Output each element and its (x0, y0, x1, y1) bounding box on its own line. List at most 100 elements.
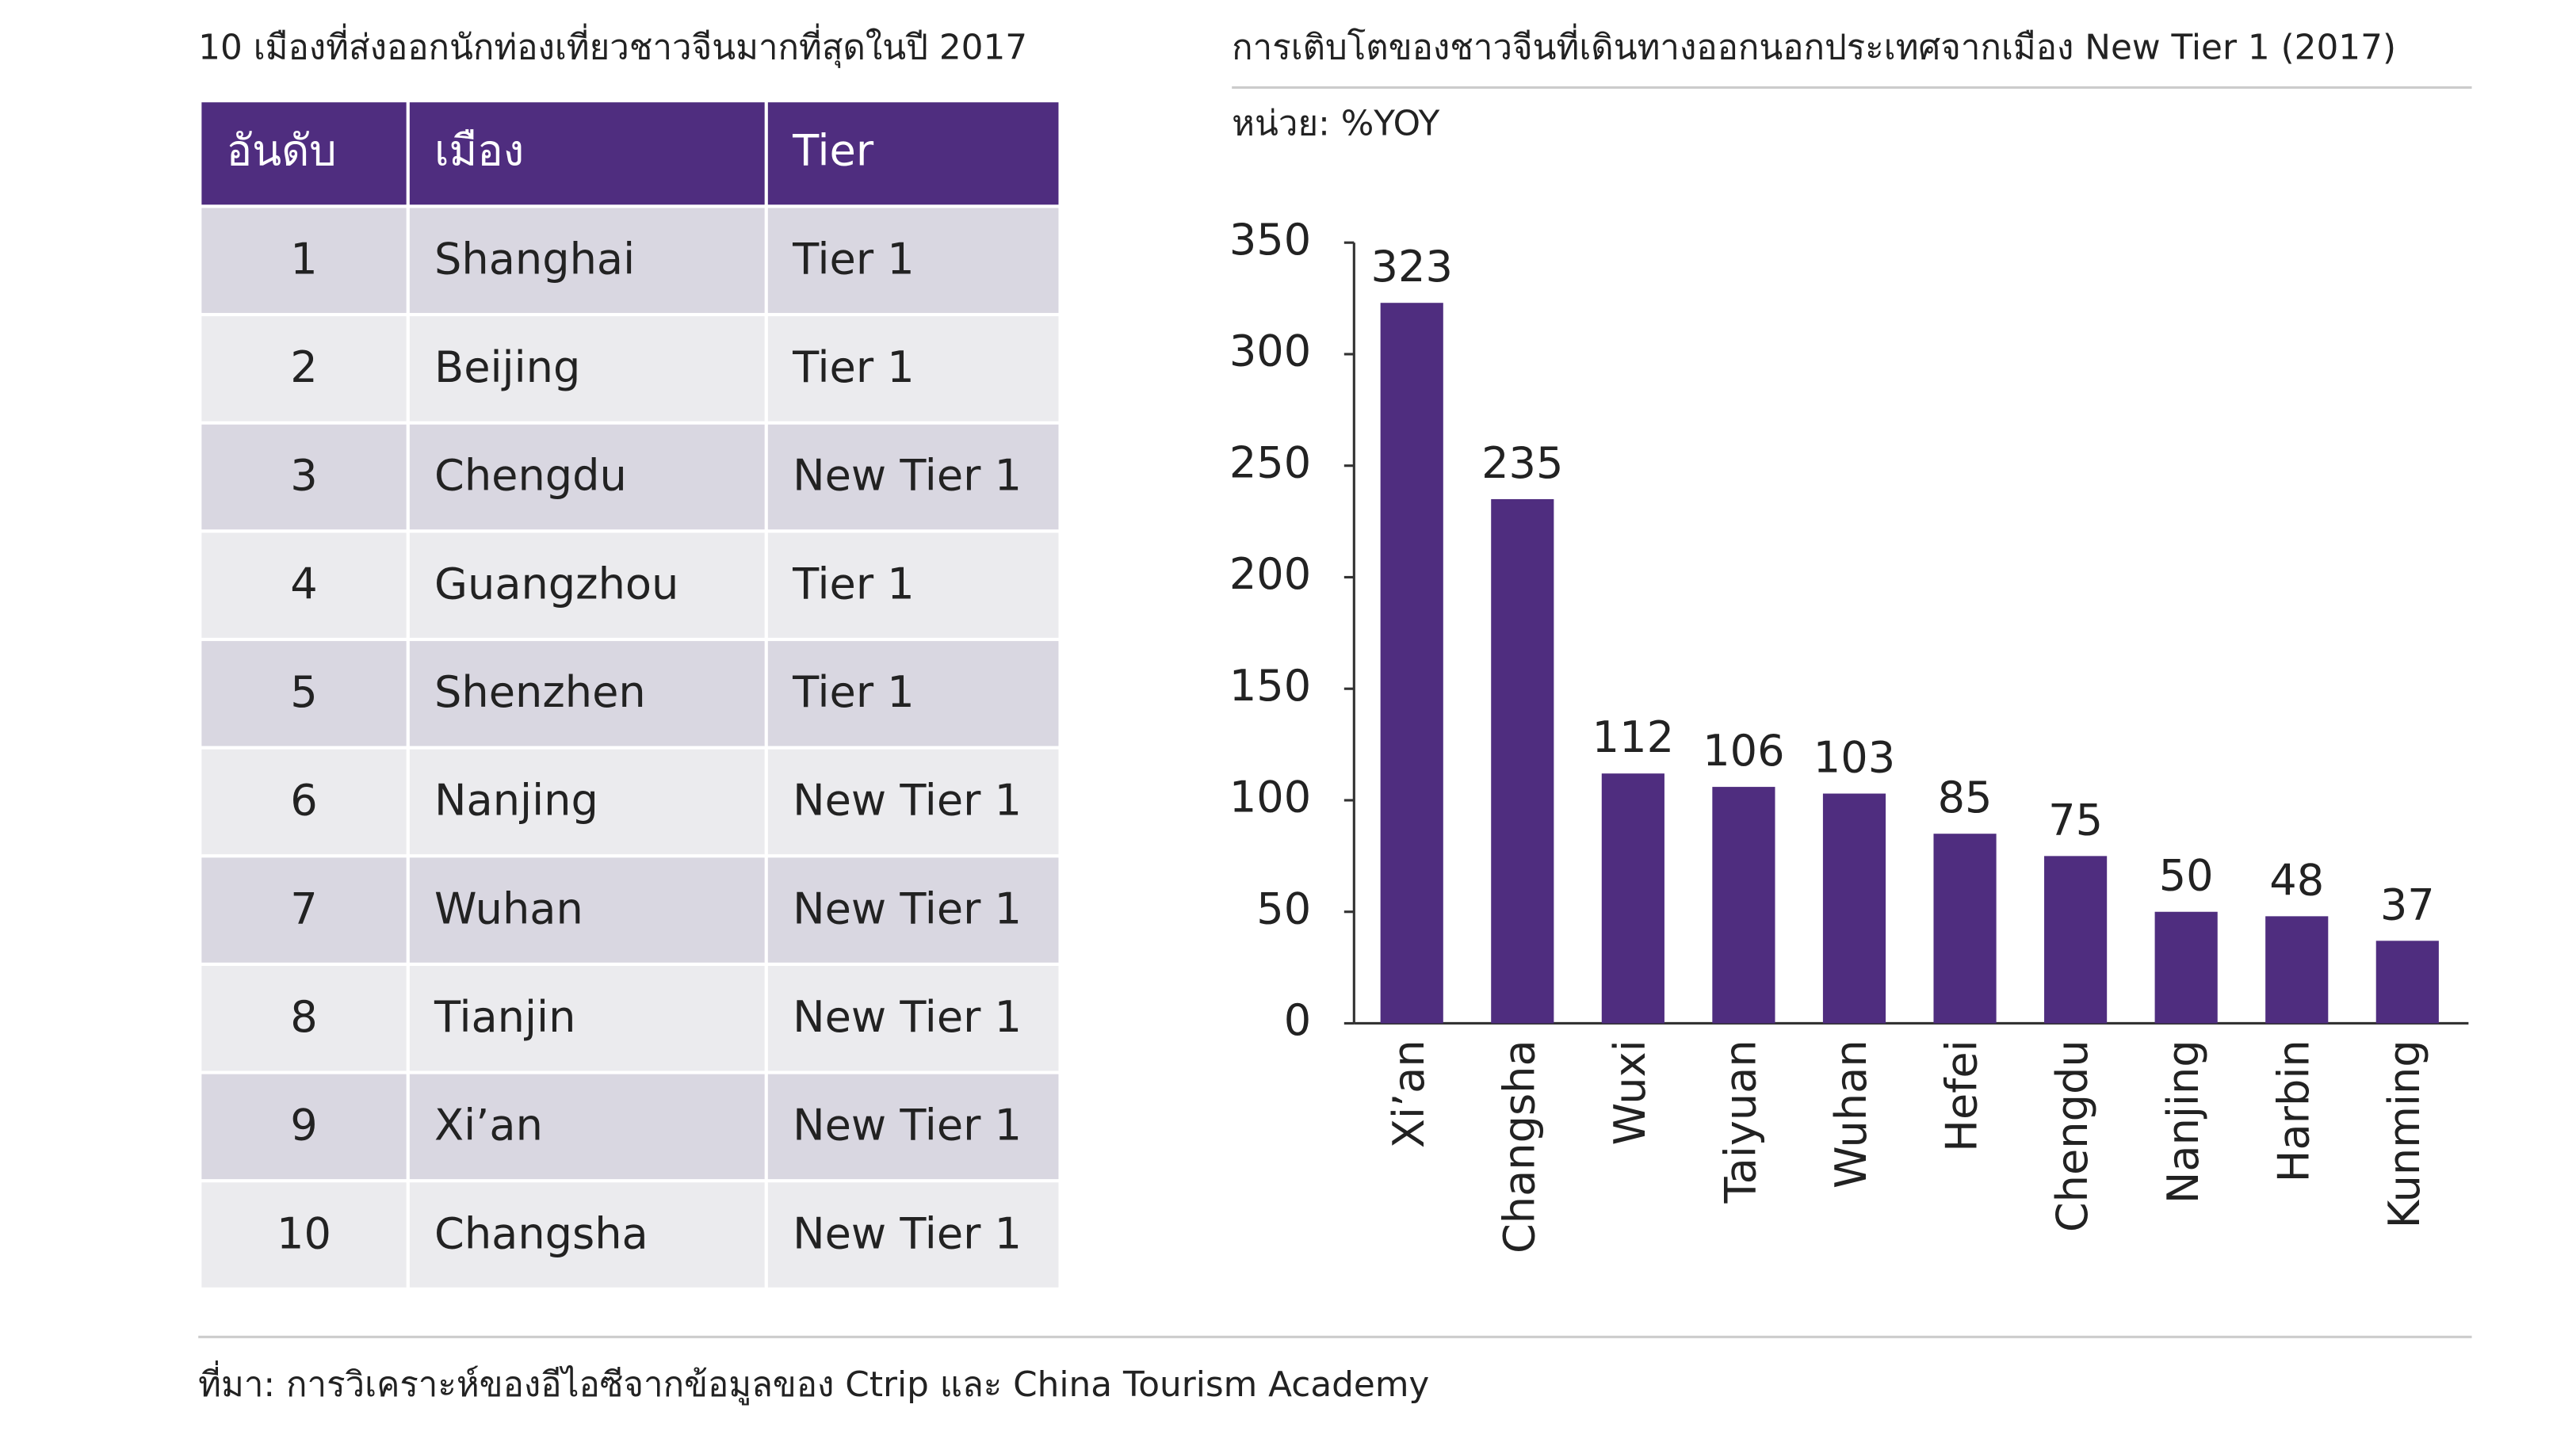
data-label: 75 (2048, 795, 2103, 845)
table-cell (201, 208, 407, 313)
y-tick-label: 0 (1284, 995, 1311, 1045)
data-label: 112 (1592, 712, 1674, 762)
table-text: New Tier 1 (793, 451, 1022, 501)
table-text: New Tier 1 (793, 992, 1022, 1042)
table-text: 6 (290, 776, 317, 826)
table-cell (767, 965, 1059, 1071)
table-text: 7 (290, 883, 317, 933)
y-tick-label: 50 (1256, 883, 1311, 933)
x-tick-label: Harbin (2268, 1040, 2318, 1182)
table-text: 2 (290, 342, 317, 392)
data-label: 50 (2159, 851, 2214, 901)
table-cell (409, 424, 765, 530)
table-text: 4 (290, 559, 317, 609)
header-cell (767, 102, 1059, 205)
table-cell (767, 641, 1059, 746)
table-text: Nanjing (434, 776, 598, 826)
table-cell (409, 641, 765, 746)
table-cell (767, 749, 1059, 855)
data-label: 103 (1814, 733, 1895, 783)
data-label: 37 (2380, 880, 2435, 929)
x-tick-label: Wuhan (1826, 1040, 1876, 1189)
table-text: Tier 1 (792, 559, 915, 609)
y-tick-label: 150 (1229, 661, 1311, 711)
table-cell (201, 1074, 407, 1180)
bar (2044, 856, 2108, 1024)
header-text: เมือง (434, 125, 524, 175)
table-cell (767, 1074, 1059, 1180)
x-tick-label: Chengdu (2047, 1040, 2097, 1232)
y-tick-label: 100 (1229, 773, 1311, 822)
table-text: 9 (290, 1101, 317, 1151)
table-text: Tier 1 (792, 667, 915, 717)
table-cell (409, 857, 765, 963)
table-text: 1 (290, 234, 317, 284)
bar (1380, 303, 1443, 1024)
table-text: New Tier 1 (793, 883, 1022, 933)
table-cell (767, 857, 1059, 963)
table-cell (409, 749, 765, 855)
bar (1712, 787, 1775, 1024)
table-cell (767, 316, 1059, 422)
table-text: 3 (290, 451, 317, 501)
table-text: Changsha (434, 1208, 648, 1258)
table-text: Guangzhou (434, 559, 678, 609)
table-cell (201, 857, 407, 963)
table-cell (409, 316, 765, 422)
table-text: New Tier 1 (793, 776, 1022, 826)
table-cell (409, 532, 765, 638)
table-cell (201, 965, 407, 1071)
header-cell (201, 102, 407, 205)
bar (1491, 498, 1554, 1024)
x-tick-label: Changsha (1494, 1040, 1544, 1254)
data-label: 106 (1703, 726, 1784, 776)
header-cell (409, 102, 765, 205)
table-text: Shenzhen (434, 667, 646, 717)
table-text: Tier 1 (792, 342, 915, 392)
table-text: 8 (290, 992, 317, 1042)
table-text: 10 (277, 1208, 331, 1258)
y-tick-label: 300 (1229, 326, 1311, 376)
table-cell (201, 532, 407, 638)
bar (2375, 941, 2439, 1024)
x-tick-label: Taiyuan (1716, 1040, 1766, 1204)
table-cell (201, 316, 407, 422)
bar (2154, 911, 2218, 1024)
table-text: Shanghai (434, 234, 635, 284)
table-cell (409, 1074, 765, 1180)
table-title: 10 เมืองที่ส่งออกนักท่องเที่ยวชาวจีนมากท… (198, 23, 1027, 68)
table-text: New Tier 1 (793, 1101, 1022, 1151)
table-text: Beijing (434, 342, 580, 392)
x-tick-label: Kunming (2379, 1040, 2429, 1228)
table-text: 5 (290, 667, 317, 717)
table-cell (767, 424, 1059, 530)
table-cell (201, 641, 407, 746)
data-label: 235 (1481, 438, 1563, 488)
table-text: New Tier 1 (793, 1208, 1022, 1258)
table-cell (409, 965, 765, 1071)
y-tick-label: 350 (1229, 215, 1311, 265)
x-tick-label: Xi’an (1384, 1040, 1434, 1148)
table-text: Wuhan (434, 883, 583, 933)
chart-title: การเติบโตของชาวจีนที่เดินทางออกนอกประเทศ… (1232, 23, 2396, 67)
table-cell (767, 1182, 1059, 1288)
header-text: Tier (792, 125, 874, 175)
data-label: 323 (1371, 242, 1453, 292)
y-tick-label: 250 (1229, 437, 1311, 487)
table-cell (767, 208, 1059, 313)
bar (1601, 773, 1664, 1024)
table-cell (409, 208, 765, 313)
table-text: Tianjin (434, 992, 575, 1042)
header-text: อันดับ (227, 125, 337, 175)
x-tick-label: Wuxi (1605, 1040, 1655, 1145)
bar (1822, 793, 1886, 1024)
x-tick-label: Nanjing (2158, 1040, 2208, 1204)
table-cell (201, 424, 407, 530)
bar (2265, 916, 2329, 1024)
data-label: 85 (1938, 773, 1993, 822)
table-cell (201, 1182, 407, 1288)
table-text: Xi’an (434, 1101, 543, 1151)
source-note: ที่มา: การวิเคราะห์ของอีไอซีจากข้อมูลของ… (198, 1360, 1429, 1406)
